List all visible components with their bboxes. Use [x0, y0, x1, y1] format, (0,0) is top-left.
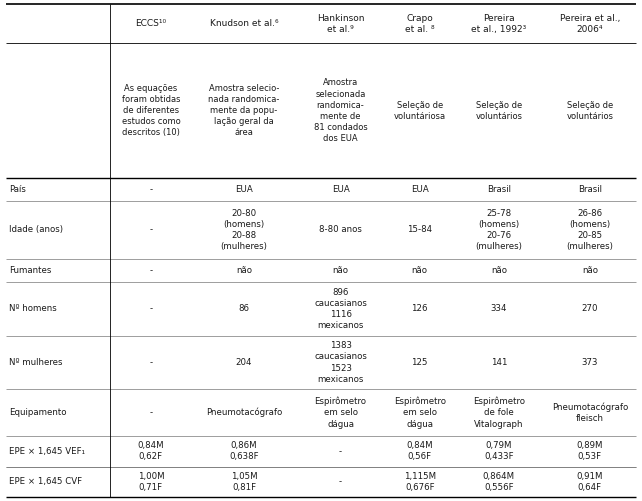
- Text: 20-80
(homens)
20-88
(mulheres): 20-80 (homens) 20-88 (mulheres): [221, 209, 268, 251]
- Text: 1,05M
0,81F: 1,05M 0,81F: [230, 472, 257, 492]
- Text: Equipamento: Equipamento: [9, 408, 67, 417]
- Text: não: não: [236, 266, 252, 275]
- Text: EUA: EUA: [332, 185, 349, 194]
- Text: 26-86
(homens)
20-85
(mulheres): 26-86 (homens) 20-85 (mulheres): [566, 209, 613, 251]
- Text: Amostra
selecionada
randomica-
mente de
81 condados
dos EUA: Amostra selecionada randomica- mente de …: [314, 79, 367, 143]
- Text: País: País: [9, 185, 26, 194]
- Text: 0,91M
0,64F: 0,91M 0,64F: [577, 472, 603, 492]
- Text: 270: 270: [582, 304, 598, 313]
- Text: Espirômetro
de fole
Vitalograph: Espirômetro de fole Vitalograph: [473, 397, 525, 428]
- Text: 204: 204: [236, 358, 252, 367]
- Text: 0,84M
0,62F: 0,84M 0,62F: [137, 441, 164, 461]
- Text: Brasil: Brasil: [487, 185, 511, 194]
- Text: Nº homens: Nº homens: [9, 304, 56, 313]
- Text: Pereira
et al., 1992³: Pereira et al., 1992³: [471, 14, 526, 34]
- Text: Idade (anos): Idade (anos): [9, 225, 63, 234]
- Text: 0,79M
0,433F: 0,79M 0,433F: [484, 441, 514, 461]
- Text: não: não: [412, 266, 428, 275]
- Text: Knudson et al.⁶: Knudson et al.⁶: [210, 19, 279, 28]
- Text: Espirômetro
em selo
dágua: Espirômetro em selo dágua: [394, 397, 446, 428]
- Text: 0,89M
0,53F: 0,89M 0,53F: [577, 441, 603, 461]
- Text: -: -: [150, 225, 152, 234]
- Text: -: -: [150, 408, 152, 417]
- Text: EUA: EUA: [411, 185, 429, 194]
- Text: 86: 86: [238, 304, 250, 313]
- Text: Pneumotacógrafo: Pneumotacógrafo: [206, 408, 282, 417]
- Text: Brasil: Brasil: [578, 185, 602, 194]
- Text: 0,84M
0,56F: 0,84M 0,56F: [406, 441, 433, 461]
- Text: -: -: [150, 185, 152, 194]
- Text: Fumantes: Fumantes: [9, 266, 51, 275]
- Text: 125: 125: [412, 358, 428, 367]
- Text: Pereira et al.,
2006⁴: Pereira et al., 2006⁴: [560, 14, 620, 34]
- Text: não: não: [333, 266, 349, 275]
- Text: Seleção de
voluntários: Seleção de voluntários: [475, 101, 523, 121]
- Text: 1383
caucasianos
1523
mexicanos: 1383 caucasianos 1523 mexicanos: [314, 341, 367, 384]
- Text: ECCS¹⁰: ECCS¹⁰: [135, 19, 166, 28]
- Text: 1,115M
0,676F: 1,115M 0,676F: [404, 472, 436, 492]
- Text: EUA: EUA: [235, 185, 253, 194]
- Text: 141: 141: [490, 358, 507, 367]
- Text: -: -: [339, 447, 342, 456]
- Text: Amostra selecio-
nada randomica-
mente da popu-
lação geral da
área: Amostra selecio- nada randomica- mente d…: [208, 84, 280, 137]
- Text: -: -: [150, 304, 152, 313]
- Text: -: -: [339, 477, 342, 486]
- Text: 373: 373: [582, 358, 598, 367]
- Text: As equações
foram obtidas
de diferentes
estudos como
descritos (10): As equações foram obtidas de diferentes …: [121, 84, 180, 137]
- Text: 15-84: 15-84: [407, 225, 432, 234]
- Text: 25-78
(homens)
20-76
(mulheres): 25-78 (homens) 20-76 (mulheres): [475, 209, 522, 251]
- Text: 126: 126: [412, 304, 428, 313]
- Text: -: -: [150, 358, 152, 367]
- Text: Pneumotacógrafo
fleisch: Pneumotacógrafo fleisch: [551, 402, 628, 423]
- Text: 896
caucasianos
1116
mexicanos: 896 caucasianos 1116 mexicanos: [314, 288, 367, 330]
- Text: 0,86M
0,638F: 0,86M 0,638F: [229, 441, 259, 461]
- Text: 1,00M
0,71F: 1,00M 0,71F: [137, 472, 164, 492]
- Text: 8-80 anos: 8-80 anos: [319, 225, 362, 234]
- Text: Seleção de
voluntários: Seleção de voluntários: [566, 101, 613, 121]
- Text: Nº mulheres: Nº mulheres: [9, 358, 62, 367]
- Text: EPE × 1,645 CVF: EPE × 1,645 CVF: [9, 477, 82, 486]
- Text: 0,864M
0,556F: 0,864M 0,556F: [483, 472, 515, 492]
- Text: não: não: [490, 266, 507, 275]
- Text: 334: 334: [490, 304, 507, 313]
- Text: não: não: [582, 266, 598, 275]
- Text: Seleção de
voluntáriosa: Seleção de voluntáriosa: [394, 101, 446, 121]
- Text: EPE × 1,645 VEF₁: EPE × 1,645 VEF₁: [9, 447, 85, 456]
- Text: Espirômetro
em selo
dágua: Espirômetro em selo dágua: [315, 397, 367, 428]
- Text: Crapo
et al. ⁸: Crapo et al. ⁸: [405, 14, 435, 34]
- Text: -: -: [150, 266, 152, 275]
- Text: Hankinson
et al.⁹: Hankinson et al.⁹: [317, 14, 365, 34]
